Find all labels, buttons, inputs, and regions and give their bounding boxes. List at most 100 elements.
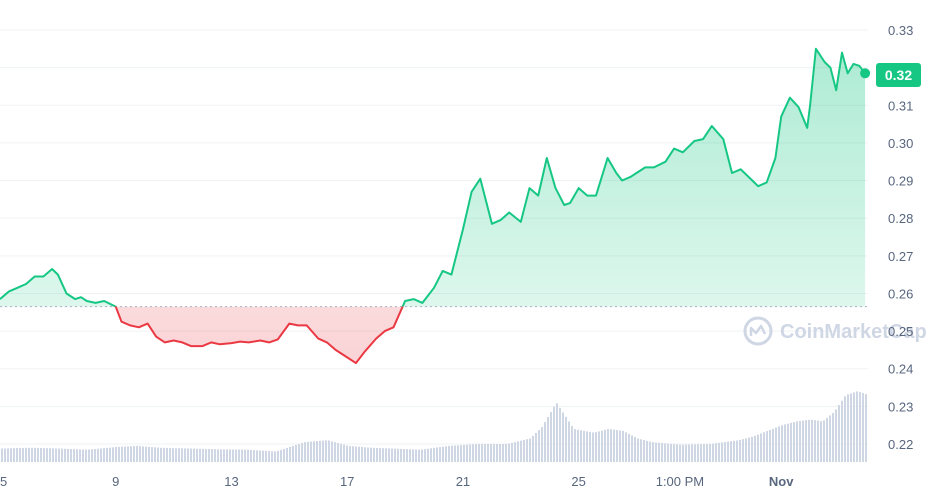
volume-bar [820, 421, 822, 462]
volume-bar [7, 448, 9, 462]
x-axis-ticks: 5 9 13 17 21 25 1:00 PM Nov [0, 474, 794, 489]
volume-bar [328, 440, 330, 462]
volume-bar [103, 448, 105, 462]
volume-bar [100, 448, 102, 462]
volume-bar [754, 435, 756, 462]
price-area [0, 48, 866, 364]
volume-bar [13, 448, 15, 462]
volume-bar [715, 443, 717, 462]
volume-bar [154, 447, 156, 462]
y-tick-label: 0.22 [888, 437, 913, 452]
volume-bar [454, 445, 456, 462]
volume-bar [97, 448, 99, 462]
volume-bar [553, 406, 555, 462]
volume-bar [535, 432, 537, 462]
volume-bar [631, 435, 633, 462]
volume-bar [496, 444, 498, 462]
volume-bar [640, 439, 642, 462]
volume-bar [844, 396, 846, 462]
volume-bar [598, 431, 600, 462]
volume-bar [781, 425, 783, 462]
volume-bar [427, 448, 429, 462]
volume-bar [799, 420, 801, 462]
volume-bar [388, 448, 390, 462]
price-line [0, 47, 866, 365]
volume-bar [202, 448, 204, 462]
volume-bar [106, 447, 108, 462]
volume-bar [625, 432, 627, 462]
volume-bar [787, 423, 789, 462]
volume-bar [355, 446, 357, 462]
volume-bar [58, 448, 60, 462]
price-line-down [113, 306, 404, 365]
volume-bar [244, 449, 246, 462]
volume-bar [502, 444, 504, 462]
volume-bar [211, 449, 213, 462]
volume-bar [49, 448, 51, 462]
volume-bar [256, 450, 258, 462]
volume-bar [790, 422, 792, 462]
volume-bar [418, 449, 420, 462]
volume-bar [169, 448, 171, 462]
volume-bar [37, 447, 39, 462]
volume-bar [685, 444, 687, 462]
volume-bar [313, 441, 315, 462]
y-tick-label: 0.31 [888, 98, 913, 113]
volume-bar [739, 439, 741, 462]
volume-bar [130, 446, 132, 462]
volume-bar [565, 416, 567, 462]
watermark-text: CoinMarketCap [780, 321, 927, 343]
volume-bar [604, 429, 606, 462]
volume-bar [283, 448, 285, 462]
volume-bar [289, 446, 291, 462]
volume-bar [679, 444, 681, 462]
volume-bar [31, 447, 33, 462]
volume-bar [499, 444, 501, 462]
volume-bar [172, 448, 174, 462]
x-tick-label: Nov [769, 474, 794, 489]
volume-bar [457, 445, 459, 462]
volume-bar [637, 438, 639, 462]
volume-bar [445, 446, 447, 462]
volume-bar [652, 442, 654, 462]
price-line-up [0, 47, 866, 307]
volume-bar [439, 447, 441, 462]
volume-bar [682, 444, 684, 462]
volume-bar [400, 448, 402, 462]
volume-bar [304, 442, 306, 462]
y-axis-ticks: 0.33 0.32 0.31 0.30 0.29 0.28 0.27 0.26 0.25 0.24… [888, 23, 913, 452]
volume-bar [619, 430, 621, 462]
current-price-label: 0.32 [885, 67, 912, 83]
volume-bar [346, 445, 348, 462]
volume-bar [88, 449, 90, 462]
volume-bar [340, 443, 342, 462]
volume-bar [70, 448, 72, 462]
volume-bar [829, 415, 831, 462]
volume-bar [688, 444, 690, 462]
volume-bar [712, 443, 714, 462]
volume-bar [235, 449, 237, 462]
volume-bar [79, 449, 81, 462]
y-tick-label: 0.27 [888, 249, 913, 264]
volume-bar [469, 444, 471, 462]
volume-bar [421, 449, 423, 462]
volume-bar [607, 429, 609, 462]
volume-bar [805, 420, 807, 462]
volume-bar [709, 443, 711, 462]
current-price-dot [860, 68, 871, 79]
volume-bar [760, 433, 762, 462]
volume-bar [46, 448, 48, 462]
volume-bar [223, 449, 225, 462]
x-tick-label: 25 [571, 474, 585, 489]
volume-bar [280, 449, 282, 462]
volume-bar [142, 446, 144, 462]
volume-bar [733, 440, 735, 462]
volume-bar [694, 444, 696, 462]
watermark: CoinMarketCap [743, 316, 927, 346]
volume-bar [220, 449, 222, 462]
volume-bar [514, 442, 516, 462]
volume-bar [187, 448, 189, 462]
volume-bar [217, 449, 219, 462]
volume-bar [178, 448, 180, 462]
volume-bar [40, 448, 42, 462]
